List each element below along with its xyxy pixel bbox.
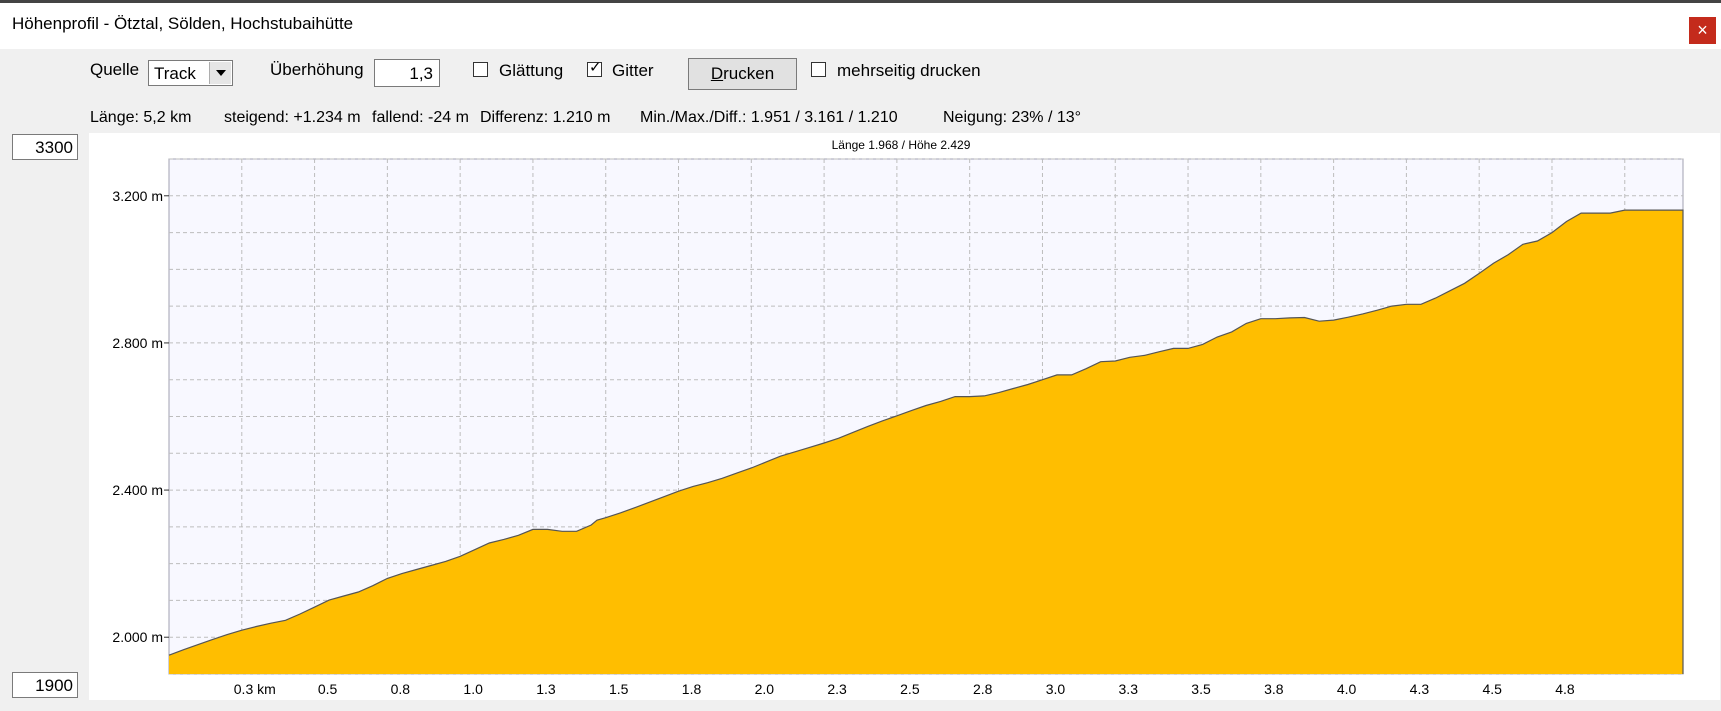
stat-difference: Differenz: 1.210 m	[480, 109, 611, 126]
y-max-input[interactable]: 3300	[12, 134, 78, 160]
close-button[interactable]: ×	[1689, 17, 1716, 44]
elevation-chart[interactable]: Länge 1.968 / Höhe 2.429 2.000 m 2.400 m 2.…	[89, 133, 1720, 700]
y-tick-label: 2.800 m	[112, 335, 163, 351]
x-tick-label: 3.5	[1191, 681, 1211, 697]
stat-minmax: Min./Max./Diff.: 1.951 / 3.161 / 1.210	[640, 109, 898, 126]
multipage-label: mehrseitig drucken	[837, 61, 981, 80]
chart-title: Länge 1.968 / Höhe 2.429	[832, 138, 971, 152]
title-bar: Höhenprofil - Ötztal, Sölden, Hochstubai…	[0, 3, 1721, 49]
chevron-down-icon[interactable]	[209, 62, 231, 84]
x-tick-label: 0.8	[391, 681, 411, 697]
y-tick-label: 2.000 m	[112, 629, 163, 645]
x-tick-label: 0.5	[318, 681, 338, 697]
y-tick-label: 3.200 m	[112, 188, 163, 204]
stat-length: Länge: 5,2 km	[90, 109, 192, 126]
y-tick-label: 2.400 m	[112, 482, 163, 498]
multipage-checkbox[interactable]	[811, 62, 826, 77]
x-tick-label: 3.0	[1046, 681, 1066, 697]
y-min-value: 1900	[35, 676, 73, 695]
stat-slope: Neigung: 23% / 13°	[943, 109, 1082, 126]
exaggeration-value: 1,3	[409, 64, 433, 83]
x-tick-label: 1.5	[609, 681, 629, 697]
stat-descending: fallend: -24 m	[372, 109, 469, 126]
x-tick-label: 1.3	[536, 681, 556, 697]
checkmark-icon: ✓	[589, 59, 602, 76]
x-tick-label: 1.0	[463, 681, 483, 697]
x-tick-label: 4.8	[1555, 681, 1575, 697]
x-tick-label: 2.0	[755, 681, 775, 697]
window-title: Höhenprofil - Ötztal, Sölden, Hochstubai…	[12, 14, 354, 33]
x-tick-label: 1.8	[682, 681, 702, 697]
chart-panel: Länge 1.968 / Höhe 2.429 2.000 m 2.400 m 2.…	[89, 133, 1720, 700]
y-max-value: 3300	[35, 138, 73, 157]
grid-label: Gitter	[612, 61, 654, 80]
x-tick-label: 2.3	[827, 681, 847, 697]
x-tick-label: 0.3 km	[234, 681, 276, 697]
smoothing-checkbox[interactable]	[473, 62, 488, 77]
x-tick-label: 3.3	[1119, 681, 1139, 697]
print-button[interactable]: Drucken	[688, 58, 797, 90]
source-select[interactable]: Track	[148, 60, 233, 86]
grid-checkbox[interactable]: ✓	[587, 59, 602, 77]
desktop-background-strip	[0, 0, 1721, 3]
y-min-input[interactable]: 1900	[12, 672, 78, 698]
x-tick-label: 4.3	[1410, 681, 1430, 697]
elevation-line	[168, 209, 1684, 674]
print-button-mnemonic: D	[710, 64, 724, 83]
source-label: Quelle	[90, 60, 140, 79]
x-tick-label: 2.5	[900, 681, 920, 697]
elevation-area	[169, 210, 1683, 674]
smoothing-label: Glättung	[499, 61, 564, 80]
x-tick-label: 4.5	[1482, 681, 1502, 697]
x-tick-label: 4.0	[1337, 681, 1357, 697]
source-select-value: Track	[154, 64, 196, 83]
print-button-label: rucken	[723, 64, 775, 83]
exaggeration-input[interactable]: 1,3	[374, 59, 440, 87]
exaggeration-label: Überhöhung	[270, 60, 364, 79]
stat-ascending: steigend: +1.234 m	[224, 109, 361, 126]
x-tick-label: 3.8	[1264, 681, 1284, 697]
x-tick-label: 2.8	[973, 681, 993, 697]
